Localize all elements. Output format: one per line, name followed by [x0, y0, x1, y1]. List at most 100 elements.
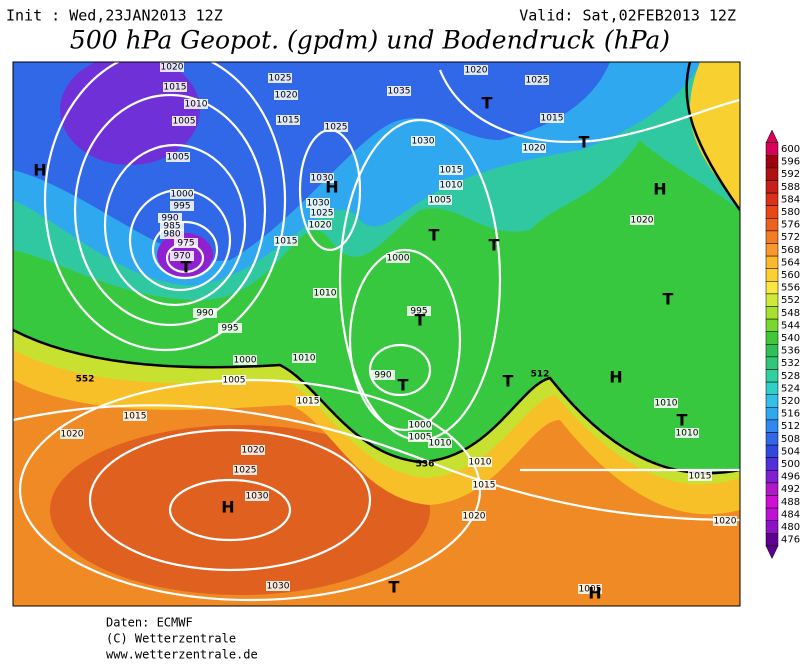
- isobar-label-bg: [306, 198, 330, 208]
- colorbar-segment: [765, 192, 779, 206]
- isobar-label-bg: [241, 445, 265, 455]
- colorbar-segment: [765, 155, 779, 169]
- colorbar-tick-label: 496: [781, 472, 800, 483]
- isobar-label-bg: [193, 308, 217, 318]
- isobar-label: 1005: [579, 585, 602, 595]
- height-label: 552: [76, 375, 95, 385]
- colorbar-tick-label: 576: [781, 220, 800, 231]
- height-contour: [685, 62, 740, 211]
- colorbar-segment: [765, 255, 779, 269]
- isobar-label: 1010: [676, 429, 699, 439]
- isobar-label: 1015: [440, 166, 463, 176]
- isobar-label-bg: [630, 215, 654, 225]
- colorbar-segment: [765, 457, 779, 471]
- colorbar-segment: [765, 381, 779, 395]
- isobar-label-bg: [313, 288, 337, 298]
- colorbar-segment: [765, 407, 779, 421]
- isobar-label-bg: [268, 73, 292, 83]
- pressure-center: T: [677, 411, 688, 430]
- isobar-label-bg: [233, 465, 257, 475]
- colorbar-segment: [765, 356, 779, 370]
- pressure-center: T: [415, 311, 426, 330]
- isobar-label-bg: [184, 99, 208, 109]
- isobar-label-bg: [578, 584, 602, 594]
- colorbar-tick-label: 552: [781, 295, 800, 306]
- copyright: (C) Wetterzentrale: [106, 632, 236, 646]
- isobar-label: 1015: [275, 237, 298, 247]
- isobar-label-bg: [387, 86, 411, 96]
- pressure-center: T: [181, 258, 192, 277]
- warm-core: [50, 425, 430, 595]
- isobar-label: 1020: [242, 446, 265, 456]
- isobar-label: 1025: [311, 209, 334, 219]
- colorbar-tick-label: 548: [781, 308, 800, 319]
- isobar-label-bg: [274, 90, 298, 100]
- isobar-label: 1015: [473, 481, 496, 491]
- isobar-label: 1015: [277, 116, 300, 126]
- isobar-label-bg: [371, 370, 395, 380]
- isobar-label: 1030: [246, 492, 269, 502]
- isobar-label-bg: [60, 429, 84, 439]
- isobar-label: 1030: [311, 174, 334, 184]
- isobar-label: 1025: [325, 123, 348, 133]
- isobar-label: 1020: [631, 216, 654, 226]
- isobar-label-bg: [386, 253, 410, 263]
- isobar-label-bg: [245, 491, 269, 501]
- colorbar-segment: [765, 205, 779, 219]
- colorbar-tick-label: 560: [781, 270, 800, 281]
- pressure-center: T: [663, 290, 674, 309]
- isobar-label-bg: [170, 201, 194, 211]
- isobar-label: 1020: [714, 517, 737, 527]
- isobar-label-bg: [408, 420, 432, 430]
- isobar-label: 1000: [409, 421, 432, 431]
- isobar-label-bg: [324, 122, 348, 132]
- colorbar-tick-label: 508: [781, 434, 800, 445]
- colorbar-tick-label: 512: [781, 421, 800, 432]
- isobar-label: 990: [196, 309, 213, 319]
- isobar-label: 1025: [269, 74, 292, 84]
- isobar-label: 985: [163, 222, 180, 232]
- colorbar-segment: [765, 419, 779, 433]
- valid-time: Valid: Sat,02FEB2013 12Z: [519, 7, 736, 25]
- isobar-label: 1005: [409, 433, 432, 443]
- colorbar-tick-label: 588: [781, 182, 800, 193]
- isobar-label-bg: [160, 62, 184, 72]
- isobar-label-bg: [713, 516, 737, 526]
- colorbar-tick-label: 564: [781, 257, 800, 268]
- isobar-label: 1010: [314, 289, 337, 299]
- isobar-label-bg: [439, 165, 463, 175]
- pressure-center: T: [429, 226, 440, 245]
- isobars: [13, 62, 740, 602]
- pressure-center: H: [325, 178, 338, 197]
- isobar-label: 1005: [173, 117, 196, 127]
- isobar-label-bg: [439, 180, 463, 190]
- colorbar-tick-label: 592: [781, 169, 800, 180]
- map-frame: [12, 61, 741, 607]
- colorbar-segment: [765, 533, 779, 547]
- isobar-label-bg: [170, 189, 194, 199]
- isobar-label-bg: [688, 471, 712, 481]
- isobar-label-bg: [296, 396, 320, 406]
- isobar-label-bg: [411, 136, 435, 146]
- pressure-center: T: [389, 578, 400, 597]
- colorbar-tick-label: 492: [781, 484, 800, 495]
- colorbar-tick-label: 488: [781, 497, 800, 508]
- colorbar-segment: [765, 142, 779, 156]
- colorbar-segment: [765, 470, 779, 484]
- colorbar-segment: [765, 369, 779, 383]
- isobar-label: 1020: [465, 66, 488, 76]
- isobar-label: 995: [410, 307, 427, 317]
- isobar-label: 1020: [309, 221, 332, 231]
- isobar-label-bg: [218, 323, 242, 333]
- colorbar-tick-label: 484: [781, 509, 800, 520]
- isobar-label-bg: [292, 353, 316, 363]
- data-source: Daten: ECMWF: [106, 616, 193, 630]
- colorbar-segment: [765, 293, 779, 307]
- colorbar-tick-label: 572: [781, 232, 800, 243]
- colorbar-tick-label: 528: [781, 371, 800, 382]
- colorbar-segment: [765, 230, 779, 244]
- isobar-label: 1000: [234, 356, 257, 366]
- isobar-label: 1030: [307, 199, 330, 209]
